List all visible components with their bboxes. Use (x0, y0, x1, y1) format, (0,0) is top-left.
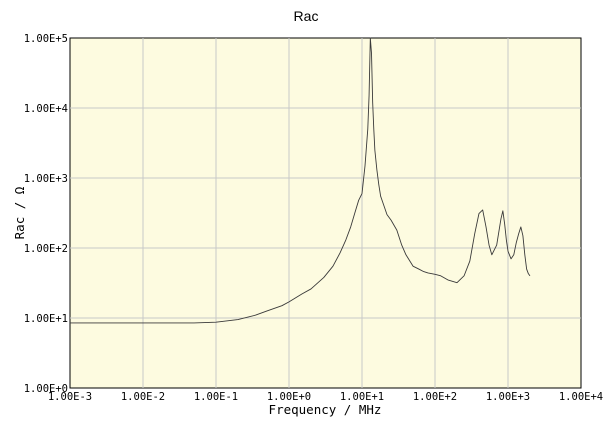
x-tick-label: 1.00E+4 (559, 391, 603, 403)
x-tick-label: 1.00E+0 (267, 391, 311, 403)
x-tick-label: 1.00E+2 (413, 391, 457, 403)
chart-title: Rac (294, 8, 319, 24)
x-tick-label: 1.00E-1 (194, 391, 238, 403)
y-tick-label: 1.00E+2 (24, 243, 68, 255)
plot-area (69, 37, 582, 389)
y-tick-label: 1.00E+0 (24, 383, 68, 395)
x-tick-label: 1.00E+3 (486, 391, 530, 403)
y-axis-label: Rac / Ω (12, 186, 27, 239)
series-layer (70, 37, 531, 324)
tick-labels: 1.00E-3 1.00E-2 1.00E-1 1.00E+0 1.00E+1 1.00E… (24, 33, 603, 403)
y-tick-label: 1.00E+5 (24, 33, 68, 45)
y-tick-label: 1.00E+4 (24, 103, 68, 115)
series-line-0 (70, 37, 531, 324)
y-tick-label: 1.00E+1 (24, 313, 68, 325)
x-tick-label: 1.00E-2 (121, 391, 165, 403)
x-tick-label: 1.00E+1 (340, 391, 384, 403)
x-axis-label: Frequency / MHz (269, 402, 382, 417)
y-tick-label: 1.00E+3 (24, 173, 68, 185)
grid-lines (70, 38, 581, 388)
x-tick-label: 1.00E-3 (48, 391, 92, 403)
